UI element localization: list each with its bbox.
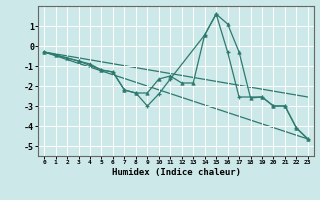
X-axis label: Humidex (Indice chaleur): Humidex (Indice chaleur): [111, 168, 241, 177]
